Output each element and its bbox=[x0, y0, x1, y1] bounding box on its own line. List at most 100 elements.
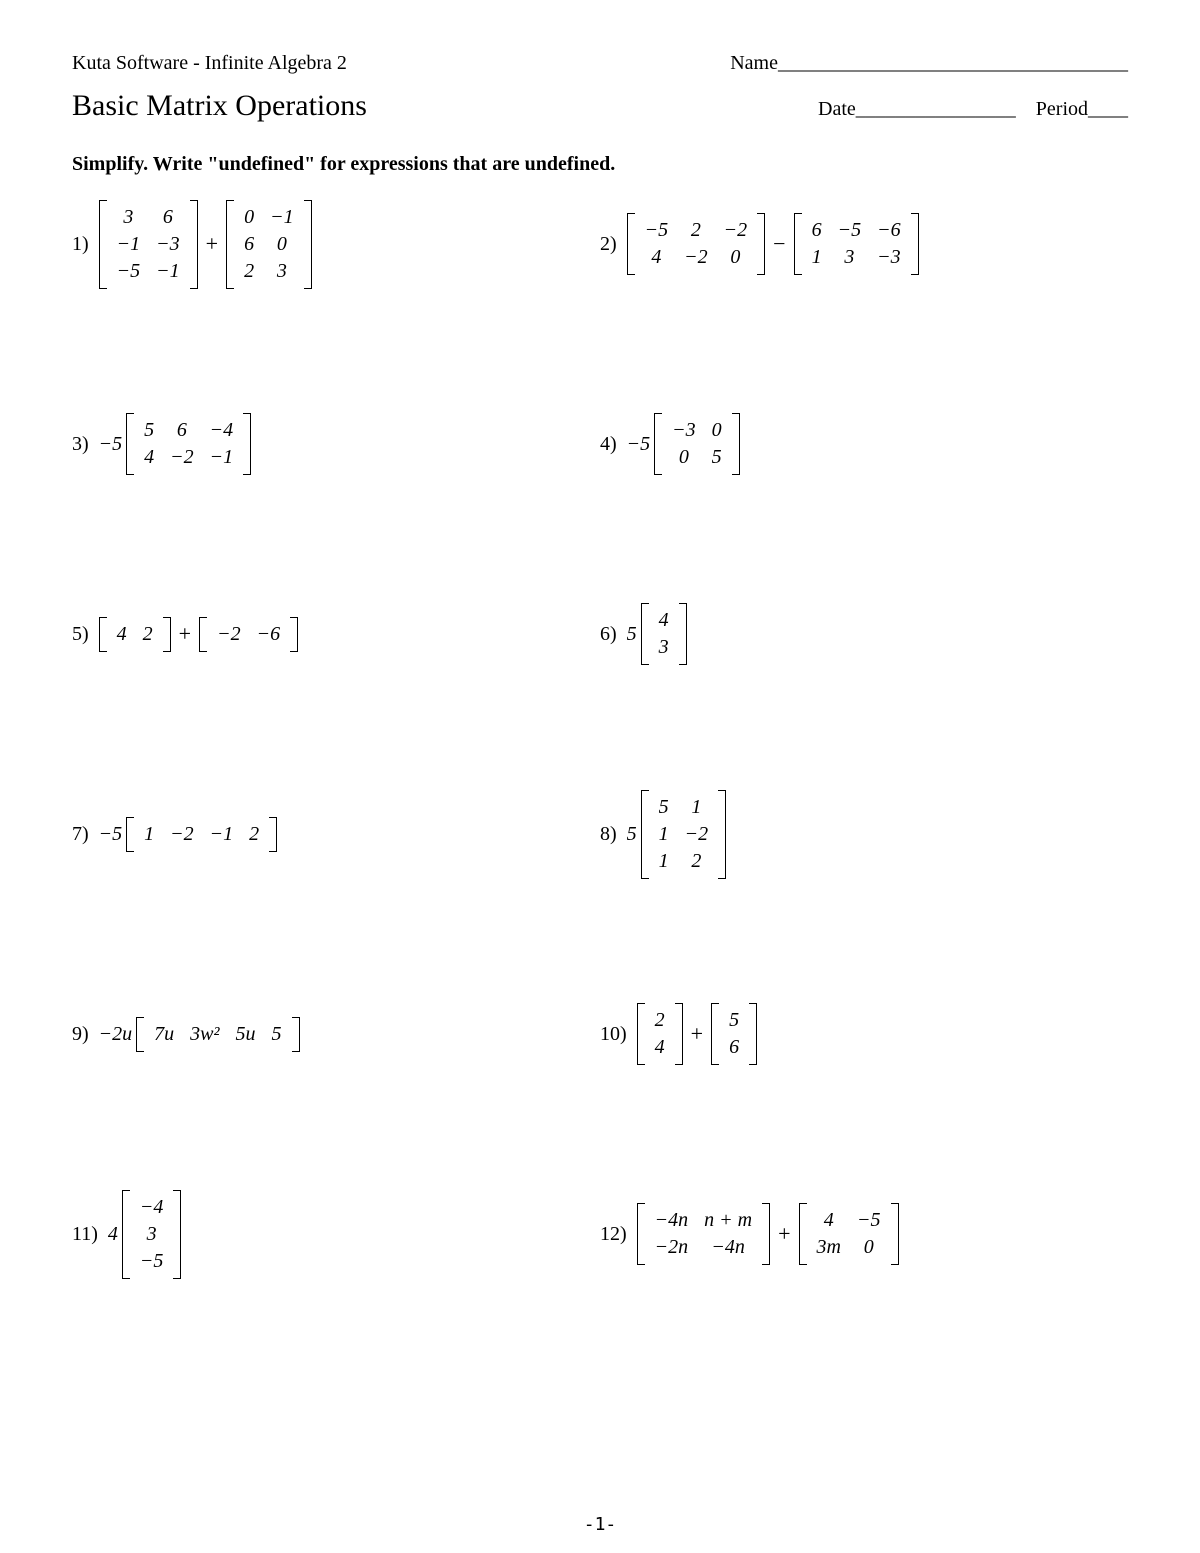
matrix-cell: −1 bbox=[262, 204, 302, 231]
matrix-cell: 3w² bbox=[182, 1021, 227, 1048]
title-row: Basic Matrix Operations Date____________… bbox=[72, 89, 1128, 123]
matrix-cells: 24 bbox=[645, 1003, 675, 1065]
date-field: Date________________ bbox=[818, 98, 1016, 120]
bracket-right bbox=[762, 1203, 770, 1265]
problem-number: 3) bbox=[72, 433, 89, 456]
matrix-cell: 5 bbox=[704, 444, 730, 471]
expression: −5−3005 bbox=[625, 413, 742, 475]
operator: − bbox=[773, 231, 785, 257]
matrix-cell: 0 bbox=[716, 244, 756, 271]
expression: 543 bbox=[625, 603, 689, 665]
matrix-cell: −2 bbox=[209, 621, 249, 648]
matrix-cell: −2n bbox=[647, 1234, 697, 1261]
matrix-cell: 2 bbox=[135, 621, 161, 648]
matrix-cell: 3 bbox=[132, 1221, 172, 1248]
bracket-left bbox=[99, 200, 107, 289]
expression: 36−1−3−5−1+0−16023 bbox=[97, 200, 314, 289]
period-field: Period____ bbox=[1036, 98, 1128, 120]
matrix-cell: 6 bbox=[721, 1034, 747, 1061]
bracket-right bbox=[891, 1203, 899, 1265]
expression: −51−2−12 bbox=[97, 817, 280, 852]
bracket-left bbox=[99, 617, 107, 652]
expression: 24+56 bbox=[635, 1003, 759, 1065]
matrix-cells: −4nn + m−2n−4n bbox=[645, 1203, 762, 1265]
matrix-cell: 1 bbox=[136, 821, 162, 848]
matrix-cells: 0−16023 bbox=[234, 200, 304, 289]
problem-number: 4) bbox=[600, 433, 617, 456]
bracket-right bbox=[190, 200, 198, 289]
problem-number: 7) bbox=[72, 823, 89, 846]
matrix-cells: −43−5 bbox=[130, 1190, 174, 1279]
matrix: 7u3w²5u5 bbox=[136, 1017, 299, 1052]
problem-number: 1) bbox=[72, 233, 89, 256]
matrix-cell: 5 bbox=[651, 794, 677, 821]
matrix-cell: 3m bbox=[809, 1234, 849, 1261]
matrix-cells: 43 bbox=[649, 603, 679, 665]
matrix: 1−2−12 bbox=[126, 817, 277, 852]
problem-number: 5) bbox=[72, 623, 89, 646]
matrix-cell: −5 bbox=[637, 217, 677, 244]
matrix-cell: 1 bbox=[651, 821, 677, 848]
bracket-left bbox=[637, 1203, 645, 1265]
matrix-cell: 2 bbox=[241, 821, 267, 848]
date-period: Date________________ Period____ bbox=[818, 98, 1128, 121]
matrix-cell: −1 bbox=[148, 258, 188, 285]
matrix-cell: −6 bbox=[249, 621, 289, 648]
matrix-cell: −1 bbox=[202, 821, 242, 848]
matrix-cell: 2 bbox=[677, 848, 717, 875]
problem: 11)4−43−5 bbox=[72, 1184, 600, 1284]
bracket-left bbox=[654, 413, 662, 475]
problem: 7)−51−2−12 bbox=[72, 784, 600, 884]
matrix-cell: n + m bbox=[696, 1207, 760, 1234]
expression: 5511−212 bbox=[625, 790, 729, 879]
bracket-right bbox=[749, 1003, 757, 1065]
problems-grid: 1)36−1−3−5−1+0−160232)−52−24−20−6−5−613−… bbox=[72, 194, 1128, 1394]
matrix: 56 bbox=[711, 1003, 757, 1065]
matrix-cell: −3 bbox=[869, 244, 909, 271]
matrix-cell: 2 bbox=[236, 258, 262, 285]
matrix: −3005 bbox=[654, 413, 740, 475]
problem-number: 10) bbox=[600, 1023, 627, 1046]
problem: 8)5511−212 bbox=[600, 784, 1128, 884]
matrix-cell: 6 bbox=[162, 417, 202, 444]
problem-number: 6) bbox=[600, 623, 617, 646]
problem: 9)−2u7u3w²5u5 bbox=[72, 994, 600, 1074]
bracket-right bbox=[304, 200, 312, 289]
scalar: 4 bbox=[108, 1223, 118, 1246]
matrix: −43−5 bbox=[122, 1190, 182, 1279]
bracket-right bbox=[675, 1003, 683, 1065]
matrix-cells: 6−5−613−3 bbox=[802, 213, 911, 275]
matrix-cell: 4 bbox=[637, 244, 677, 271]
matrix: 42 bbox=[99, 617, 171, 652]
bracket-left bbox=[637, 1003, 645, 1065]
matrix-cell: −5 bbox=[132, 1248, 172, 1275]
problem-number: 2) bbox=[600, 233, 617, 256]
matrix-cell: −4n bbox=[647, 1207, 697, 1234]
bracket-left bbox=[711, 1003, 719, 1065]
matrix-cell: 6 bbox=[148, 204, 188, 231]
matrix-cell: 0 bbox=[704, 417, 730, 444]
matrix-cell: 4 bbox=[136, 444, 162, 471]
matrix-cell: 4 bbox=[809, 1207, 849, 1234]
scalar: 5 bbox=[627, 823, 637, 846]
matrix-cells: 511−212 bbox=[649, 790, 719, 879]
matrix-cell: −3 bbox=[664, 417, 704, 444]
matrix-cell: 2 bbox=[647, 1007, 673, 1034]
bracket-right bbox=[911, 213, 919, 275]
operator: + bbox=[179, 621, 191, 647]
matrix-cell: 1 bbox=[804, 244, 830, 271]
matrix-cells: 56 bbox=[719, 1003, 749, 1065]
matrix-cell: 3 bbox=[830, 244, 870, 271]
matrix-cell: −4n bbox=[696, 1234, 760, 1261]
header-row: Kuta Software - Infinite Algebra 2 Name_… bbox=[72, 52, 1128, 75]
matrix-cell: 0 bbox=[849, 1234, 889, 1261]
matrix: 24 bbox=[637, 1003, 683, 1065]
expression: −4nn + m−2n−4n+4−53m0 bbox=[635, 1203, 901, 1265]
matrix-cell: 0 bbox=[236, 204, 262, 231]
scalar: −5 bbox=[99, 823, 123, 846]
bracket-right bbox=[173, 1190, 181, 1279]
matrix-cells: 56−44−2−1 bbox=[134, 413, 243, 475]
operator: + bbox=[206, 231, 218, 257]
matrix-cell: −2 bbox=[162, 821, 202, 848]
matrix-cells: 4−53m0 bbox=[807, 1203, 891, 1265]
